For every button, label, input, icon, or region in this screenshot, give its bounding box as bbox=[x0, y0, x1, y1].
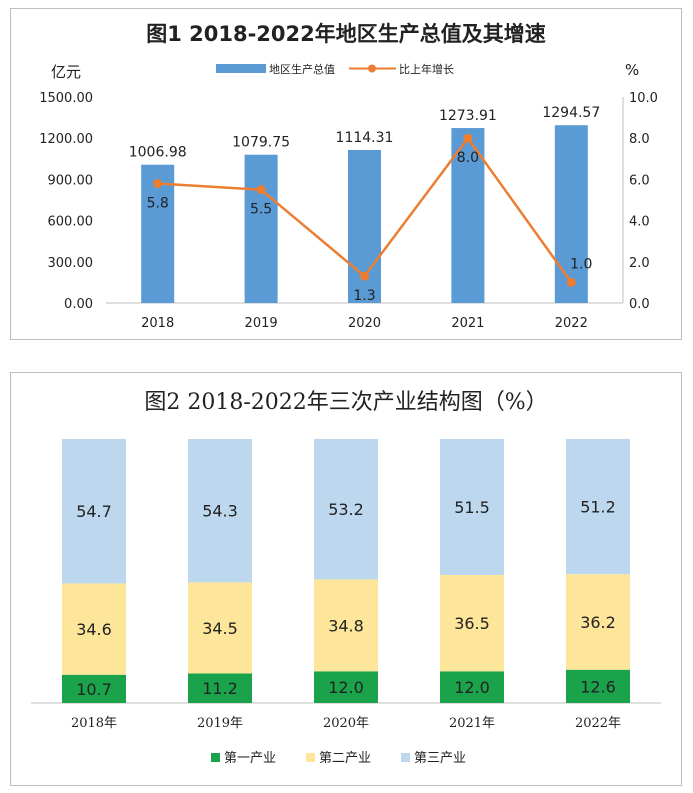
stack-segment-1 bbox=[566, 669, 630, 703]
right-tick-label: 10.0 bbox=[629, 91, 658, 106]
stack-segment-1 bbox=[188, 673, 252, 703]
bar-gdp bbox=[554, 125, 588, 303]
segment-label: 12.0 bbox=[328, 678, 364, 697]
chart-structure-panel: 图2 2018-2022年三次产业结构图（%） 10.7 34.6 54.7 2018… bbox=[10, 372, 682, 786]
growth-point bbox=[153, 179, 163, 189]
chart-gdp: 图1 2018-2022年地区生产总值及其增速 亿元 % 地区生产总值 比上年增… bbox=[39, 22, 658, 331]
chart-title: 图2 2018-2022年三次产业结构图（%） bbox=[144, 390, 547, 415]
left-tick-label: 1200.00 bbox=[39, 132, 93, 147]
data-label-growth: 1.0 bbox=[570, 256, 592, 272]
segment-label: 11.2 bbox=[202, 679, 238, 698]
data-label-gdp: 1006.98 bbox=[129, 145, 187, 161]
right-tick-label: 0.0 bbox=[629, 297, 650, 312]
legend-swatch bbox=[306, 753, 315, 762]
legend: 第一产业 第二产业 第三产业 bbox=[211, 751, 466, 766]
stack-segment-1 bbox=[440, 671, 504, 703]
x-tick-label: 2018 bbox=[141, 316, 174, 331]
stack-segment-2 bbox=[62, 583, 126, 675]
left-axis-unit: 亿元 bbox=[51, 63, 81, 81]
segment-label: 34.8 bbox=[328, 616, 364, 635]
legend-label-gdp: 地区生产总值 bbox=[269, 62, 335, 76]
segment-label: 54.7 bbox=[76, 502, 112, 521]
growth-point bbox=[256, 185, 266, 195]
segment-label: 10.7 bbox=[76, 680, 112, 699]
bar-gdp bbox=[451, 128, 485, 303]
legend-label: 第三产业 bbox=[414, 751, 466, 766]
bar-gdp bbox=[244, 154, 278, 303]
stacked-bar-series: 10.7 34.6 54.7 2018年 11.2 34.5 54.3 2019年 12.0 34… bbox=[31, 439, 661, 731]
legend-swatch-gdp bbox=[216, 64, 266, 73]
data-label-gdp: 1294.57 bbox=[542, 105, 600, 121]
stack-segment-1 bbox=[62, 674, 126, 703]
x-tick-label: 2020年 bbox=[323, 716, 369, 731]
data-label-growth: 1.3 bbox=[353, 288, 375, 304]
legend-label: 第一产业 bbox=[224, 751, 276, 766]
left-tick-label: 0.00 bbox=[64, 297, 93, 312]
segment-label: 36.5 bbox=[454, 614, 490, 633]
line-series: 5.8 5.5 1.3 8.0 1.0 bbox=[147, 133, 592, 304]
data-label-growth: 5.8 bbox=[147, 196, 169, 212]
left-tick-label: 300.00 bbox=[48, 256, 94, 271]
legend-swatch bbox=[211, 753, 220, 762]
segment-label: 51.2 bbox=[580, 498, 616, 517]
stack-segment-2 bbox=[566, 574, 630, 670]
stack-segment-2 bbox=[440, 574, 504, 672]
segment-label: 51.5 bbox=[454, 498, 490, 517]
axes: 1500.00 1200.00 900.00 600.00 300.00 0.00 10.0… bbox=[39, 91, 658, 331]
data-label-gdp: 1273.91 bbox=[439, 108, 497, 124]
stack-segment-2 bbox=[188, 582, 252, 674]
growth-point bbox=[360, 271, 369, 281]
right-tick-label: 4.0 bbox=[629, 215, 650, 230]
chart-structure: 图2 2018-2022年三次产业结构图（%） 10.7 34.6 54.7 2018… bbox=[31, 390, 661, 766]
data-label-gdp: 1079.75 bbox=[232, 135, 290, 151]
segment-label: 12.6 bbox=[580, 677, 616, 696]
x-tick-label: 2022 bbox=[555, 316, 588, 331]
left-tick-label: 900.00 bbox=[48, 173, 94, 188]
x-tick-label: 2019年 bbox=[197, 716, 243, 731]
x-tick-label: 2020 bbox=[348, 316, 381, 331]
segment-label: 34.6 bbox=[76, 620, 112, 639]
segment-label: 53.2 bbox=[328, 500, 364, 519]
bar-series: 1006.98 1079.75 1114.31 1273.91 1294.57 bbox=[129, 105, 600, 303]
x-tick-label: 2021 bbox=[451, 316, 484, 331]
chart-title: 图1 2018-2022年地区生产总值及其增速 bbox=[146, 22, 546, 46]
segment-label: 54.3 bbox=[202, 502, 238, 521]
stack-segment-3 bbox=[440, 439, 504, 575]
x-tick-label: 2021年 bbox=[449, 716, 495, 731]
stack-segment-3 bbox=[62, 439, 126, 584]
stack-segment-3 bbox=[566, 439, 630, 575]
right-tick-label: 2.0 bbox=[629, 256, 650, 271]
stack-segment-2 bbox=[314, 579, 378, 672]
legend-swatch-growth-marker bbox=[368, 64, 376, 73]
segment-label: 12.0 bbox=[454, 678, 490, 697]
data-label-growth: 8.0 bbox=[457, 150, 479, 166]
x-tick-label: 2022年 bbox=[575, 716, 621, 731]
x-tick-label: 2018年 bbox=[71, 716, 117, 731]
right-tick-label: 8.0 bbox=[629, 132, 650, 147]
right-axis-unit: % bbox=[625, 61, 639, 79]
segment-label: 36.2 bbox=[580, 613, 616, 632]
segment-label: 34.5 bbox=[202, 619, 238, 638]
x-tick-label: 2019 bbox=[245, 316, 278, 331]
legend-swatch bbox=[401, 753, 410, 762]
chart-gdp-panel: 图1 2018-2022年地区生产总值及其增速 亿元 % 地区生产总值 比上年增… bbox=[10, 8, 682, 340]
growth-point bbox=[463, 133, 473, 143]
stack-segment-3 bbox=[188, 439, 252, 583]
legend-label-growth: 比上年增长 bbox=[399, 62, 454, 76]
left-tick-label: 600.00 bbox=[48, 215, 94, 230]
left-tick-label: 1500.00 bbox=[39, 91, 93, 106]
stack-segment-1 bbox=[314, 671, 378, 703]
stack-segment-3 bbox=[314, 439, 378, 580]
right-tick-label: 6.0 bbox=[629, 173, 650, 188]
data-label-gdp: 1114.31 bbox=[336, 130, 394, 146]
growth-point bbox=[566, 277, 576, 287]
data-label-growth: 5.5 bbox=[250, 202, 272, 218]
legend-label: 第二产业 bbox=[319, 751, 371, 766]
legend: 地区生产总值 比上年增长 bbox=[216, 62, 454, 76]
